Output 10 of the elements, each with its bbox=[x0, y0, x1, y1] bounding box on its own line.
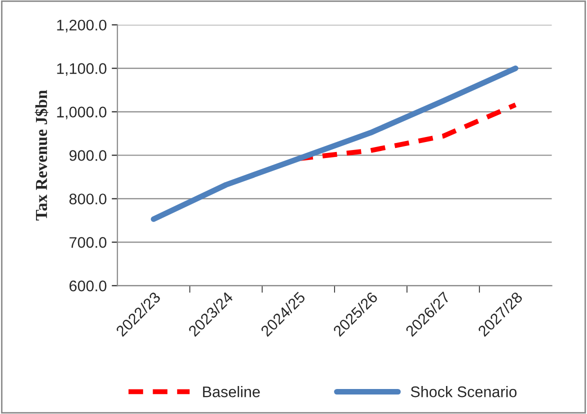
y-tick-label: 800.0 bbox=[69, 194, 106, 204]
y-tick-label: 900.0 bbox=[69, 150, 106, 161]
y-tick-label: 1,000.0 bbox=[57, 106, 106, 120]
legend-label: Baseline bbox=[203, 386, 260, 398]
y-tick-label: 1,200.0 bbox=[57, 20, 106, 32]
y-tick-label: 700.0 bbox=[70, 237, 106, 248]
y-tick-label: 1,100.0 bbox=[57, 63, 106, 76]
y-tick-label: 600.0 bbox=[70, 280, 106, 292]
legend-label: Shock Scenario bbox=[410, 386, 517, 398]
y-axis-title: Tax Revenue J$bn bbox=[34, 90, 48, 220]
